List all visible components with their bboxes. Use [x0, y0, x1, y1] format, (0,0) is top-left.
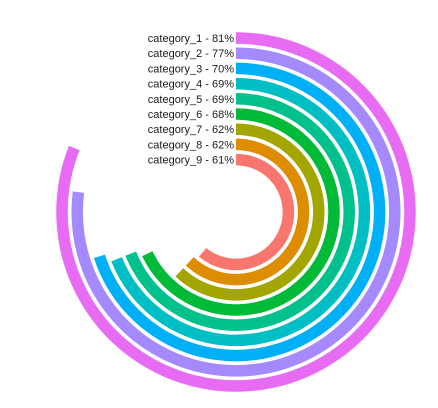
label-category-1: category_1 - 81% [148, 33, 234, 45]
arc-4 [111, 77, 371, 347]
chart-arcs [56, 32, 416, 392]
arc-9 [198, 153, 295, 271]
label-category-8: category_8 - 62% [148, 139, 234, 151]
label-category-4: category_4 - 69% [148, 79, 234, 91]
arc-1 [56, 32, 416, 392]
label-category-2: category_2 - 77% [148, 48, 234, 60]
label-category-6: category_6 - 68% [148, 109, 234, 121]
arc-8 [185, 138, 310, 286]
chart-labels: category_1 - 81% category_2 - 77% category… [148, 33, 234, 167]
label-category-7: category_7 - 62% [148, 124, 234, 136]
label-category-9: category_9 - 61% [148, 155, 234, 167]
arc-6 [142, 108, 340, 316]
label-category-3: category_3 - 70% [148, 63, 234, 75]
arc-5 [125, 93, 355, 331]
label-category-5: category_5 - 69% [148, 94, 234, 106]
arc-2 [71, 47, 401, 377]
arc-3 [93, 62, 386, 362]
arc-7 [175, 123, 325, 301]
